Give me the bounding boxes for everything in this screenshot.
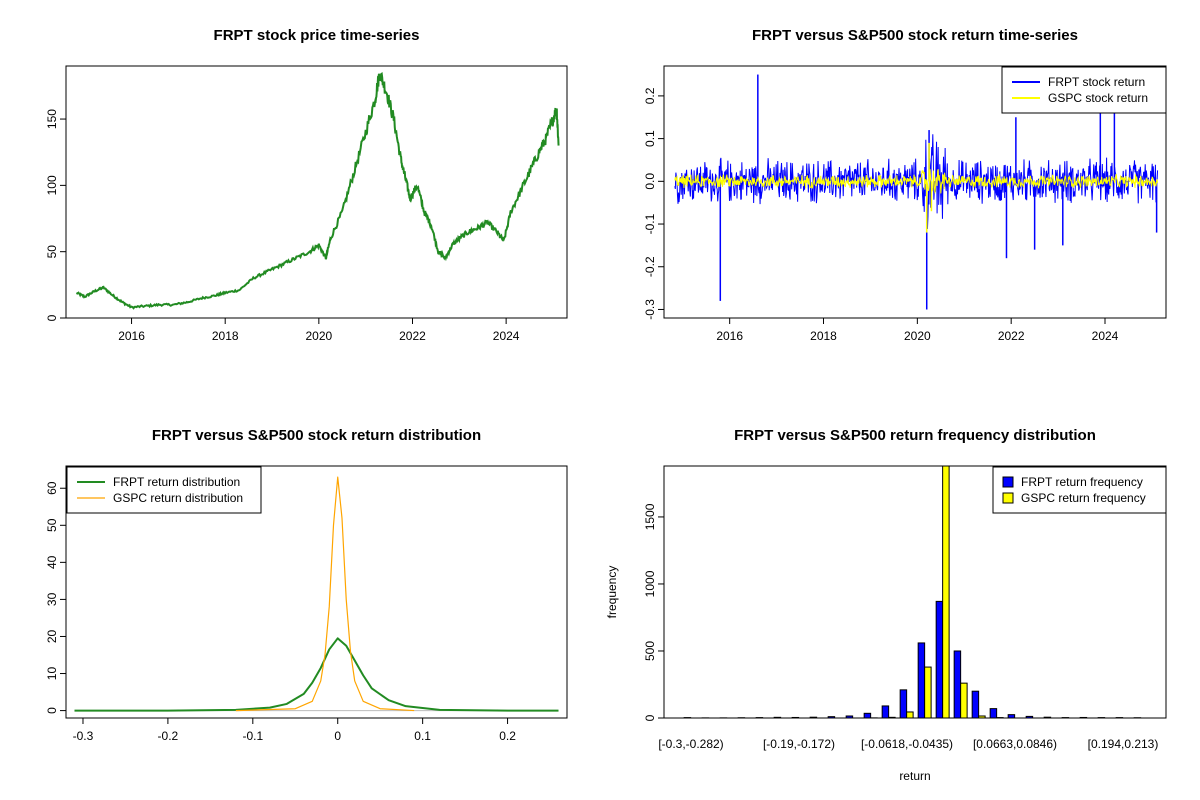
legend-box — [66, 466, 262, 514]
price-series-line — [75, 72, 560, 310]
legend-label: FRPT return distribution — [113, 475, 240, 489]
x-tick-label: 2016 — [716, 329, 743, 343]
y-tick-label: 0 — [45, 707, 59, 714]
chart-title: FRPT stock price time-series — [214, 27, 420, 44]
y-tick-label: 0.2 — [643, 87, 657, 104]
x-tick-label: -0.1 — [242, 729, 263, 743]
x-tick-label: 2018 — [810, 329, 837, 343]
y-tick-label: 0.0 — [643, 173, 657, 190]
x-tick-label: 0.2 — [499, 729, 516, 743]
histogram-bar — [863, 712, 872, 718]
histogram-bar — [899, 689, 908, 718]
y-axis-label: frequency — [605, 566, 619, 619]
histogram-bar — [935, 600, 944, 718]
y-tick-label: 50 — [45, 518, 59, 532]
y-tick-label: 10 — [45, 667, 59, 681]
x-tick-label: 2022 — [399, 329, 426, 343]
legend-swatch — [1002, 492, 1014, 504]
x-tick-label: 2024 — [493, 329, 520, 343]
x-category-label: [0.194,0.213) — [1088, 737, 1159, 751]
histogram-bar — [881, 705, 890, 718]
y-tick-label: 500 — [643, 641, 657, 661]
chart-panel-2: FRPT versus S&P500 stock return time-ser… — [643, 27, 1167, 343]
y-tick-label: 20 — [45, 629, 59, 643]
x-tick-label: -0.2 — [158, 729, 179, 743]
y-tick-label: 50 — [45, 245, 59, 259]
histogram-bar — [989, 708, 998, 718]
x-category-label: [-0.19,-0.172) — [763, 737, 835, 751]
density-series-2 — [235, 476, 415, 712]
legend-label: FRPT stock return — [1048, 75, 1145, 89]
legend-label: GSPC stock return — [1048, 91, 1148, 105]
legend-box — [992, 466, 1167, 514]
chart-title: FRPT versus S&P500 stock return time-ser… — [752, 27, 1078, 44]
chart-panel-4: FRPT versus S&P500 return frequency dist… — [605, 427, 1167, 783]
legend: FRPT return frequency GSPC return frequen… — [992, 466, 1167, 514]
histogram-bar — [1007, 714, 1016, 718]
legend: FRPT return distribution GSPC return dist… — [66, 466, 262, 514]
x-tick-label: 2018 — [212, 329, 239, 343]
plot-frame — [663, 465, 1167, 719]
x-tick-label: 2024 — [1092, 329, 1119, 343]
x-tick-label: 2022 — [998, 329, 1025, 343]
y-tick-label: 100 — [45, 175, 59, 195]
x-category-label: [-0.0618,-0.0435) — [861, 737, 953, 751]
legend-swatch — [1002, 476, 1014, 488]
legend-label: FRPT return frequency — [1021, 475, 1143, 489]
y-tick-label: -0.3 — [643, 299, 657, 320]
histogram-bar — [906, 711, 914, 718]
chart-panel-1: FRPT stock price time-series 2016 2018 2020… — [45, 27, 568, 343]
y-tick-label: 0.1 — [643, 130, 657, 147]
y-tick-label: 60 — [45, 481, 59, 495]
y-tick-label: 40 — [45, 555, 59, 569]
legend-label: GSPC return distribution — [113, 491, 243, 505]
histogram-bar — [978, 715, 986, 718]
y-tick-label: 0 — [45, 314, 59, 321]
histogram-bar — [845, 715, 854, 718]
legend-label: GSPC return frequency — [1021, 491, 1146, 505]
y-tick-label: -0.1 — [643, 213, 657, 234]
return-series-2 — [674, 169, 1159, 194]
x-category-label: [-0.3,-0.282) — [658, 737, 723, 751]
chart-title: FRPT versus S&P500 stock return distribu… — [152, 427, 481, 444]
x-tick-label: -0.3 — [73, 729, 94, 743]
x-tick-label: 0 — [334, 729, 341, 743]
x-category-label: [0.0663,0.0846) — [973, 737, 1057, 751]
density-series-1 — [74, 637, 559, 712]
y-tick-label: 1000 — [643, 570, 657, 597]
histogram-bar — [971, 690, 980, 718]
x-tick-label: 2020 — [904, 329, 931, 343]
x-axis-label: return — [899, 769, 930, 783]
histogram-bar — [942, 466, 950, 718]
bars — [683, 466, 1142, 718]
histogram-bar — [953, 650, 962, 718]
y-tick-label: 150 — [45, 109, 59, 129]
plot-frame — [65, 65, 568, 319]
x-tick-label: 0.1 — [414, 729, 431, 743]
x-tick-label: 2016 — [118, 329, 145, 343]
y-tick-label: 1500 — [643, 503, 657, 530]
return-series-1 — [674, 134, 1159, 229]
legend: FRPT stock return GSPC stock return — [1001, 66, 1167, 114]
y-tick-label: 0 — [643, 714, 657, 721]
histogram-bar — [960, 682, 968, 718]
histogram-bar — [917, 642, 926, 718]
x-tick-label: 2020 — [305, 329, 332, 343]
histogram-bar — [924, 666, 932, 718]
chart-title: FRPT versus S&P500 return frequency dist… — [734, 427, 1096, 444]
chart-panel-3: FRPT versus S&P500 stock return distribu… — [45, 427, 568, 743]
y-tick-label: -0.2 — [643, 256, 657, 277]
y-tick-label: 30 — [45, 592, 59, 606]
legend-box — [1001, 66, 1167, 114]
